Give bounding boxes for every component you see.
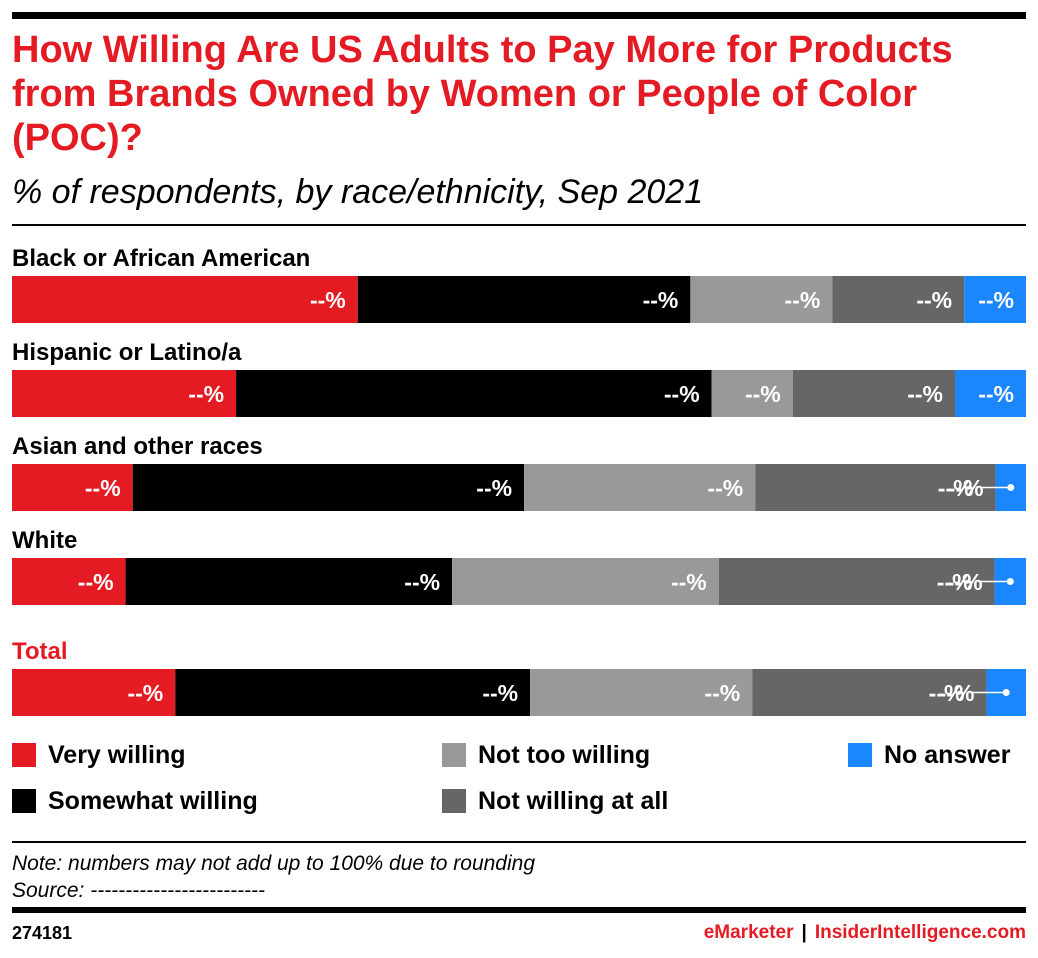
value-label-total-somewhat-willing: --% — [482, 680, 518, 706]
leader-dot-white — [1006, 578, 1014, 585]
legend-item-not-too-willing: Not too willing — [442, 738, 650, 772]
value-label-black-or-african-american-very-willing: --% — [310, 287, 346, 313]
value-label-total-very-willing: --% — [127, 680, 163, 706]
chart-subtitle: % of respondents, by race/ethnicity, Sep… — [12, 173, 704, 211]
bar-total-not-too-willing — [530, 669, 753, 716]
value-label-hispanic-or-latino-a-very-willing: --% — [188, 381, 224, 407]
bar-total-very-willing — [12, 669, 176, 716]
bar-hispanic-or-latino-a-somewhat-willing — [236, 370, 712, 417]
row-label-white: White — [12, 527, 77, 554]
row-label-asian-and-other-races: Asian and other races — [12, 433, 263, 460]
source-text: Source: ------------------------- — [12, 879, 266, 902]
brand-separator: | — [801, 922, 807, 943]
legend-swatch-no-answer — [848, 743, 872, 767]
bar-asian-and-other-races-not-willing-at-all — [755, 464, 996, 511]
row-label-black-or-african-american: Black or African American — [12, 245, 310, 272]
legend: Very willing Somewhat willing Not too wi… — [0, 738, 1038, 828]
value-label-total-not-too-willing: --% — [704, 680, 740, 706]
brand-emarketer: eMarketer — [703, 922, 794, 943]
bar-asian-and-other-races-very-willing — [12, 464, 133, 511]
top-rule — [12, 12, 1026, 19]
legend-item-somewhat-willing: Somewhat willing — [12, 784, 258, 818]
bar-hispanic-or-latino-a-not-too-willing — [711, 370, 793, 417]
bottom-rule — [12, 907, 1026, 913]
legend-item-no-answer: No answer — [848, 738, 1010, 772]
value-label-hispanic-or-latino-a-no-answer: --% — [978, 381, 1014, 407]
value-label-white-somewhat-willing: --% — [404, 569, 440, 595]
legend-label-not-willing-at-all: Not willing at all — [478, 786, 669, 815]
footnote: Note: numbers may not add up to 100% due… — [12, 850, 535, 904]
legend-item-not-willing-at-all: Not willing at all — [442, 784, 668, 818]
title-divider — [12, 224, 1026, 226]
bar-black-or-african-american-somewhat-willing — [357, 276, 691, 323]
legend-swatch-not-willing-at-all — [442, 789, 466, 813]
value-label-asian-and-other-races-no-answer: --% — [938, 475, 974, 501]
legend-label-very-willing: Very willing — [48, 740, 186, 769]
value-label-total-no-answer: --% — [929, 680, 965, 706]
bar-white-not-too-willing — [452, 558, 719, 605]
note-text: Note: numbers may not add up to 100% due… — [12, 852, 536, 875]
bar-white-very-willing — [12, 558, 126, 605]
bar-hispanic-or-latino-a-not-willing-at-all — [792, 370, 956, 417]
bar-hispanic-or-latino-a-no-answer — [955, 370, 1026, 417]
legend-label-not-too-willing: Not too willing — [478, 740, 651, 769]
row-label-hispanic-or-latino-a: Hispanic or Latino/a — [12, 339, 242, 366]
bar-black-or-african-american-no-answer — [964, 276, 1026, 323]
value-label-black-or-african-american-no-answer: --% — [978, 287, 1014, 313]
value-label-hispanic-or-latino-a-not-too-willing: --% — [745, 381, 781, 407]
value-label-asian-and-other-races-not-willing-at-all: --% — [948, 475, 984, 501]
value-label-black-or-african-american-not-willing-at-all: --% — [916, 287, 952, 313]
legend-label-no-answer: No answer — [884, 740, 1011, 769]
bar-total-not-willing-at-all — [752, 669, 987, 716]
legend-swatch-somewhat-willing — [12, 789, 36, 813]
footer-divider — [12, 841, 1026, 843]
value-label-hispanic-or-latino-a-not-willing-at-all: --% — [907, 381, 943, 407]
value-label-hispanic-or-latino-a-somewhat-willing: --% — [664, 381, 700, 407]
leader-dot-asian-and-other-races — [1007, 484, 1015, 491]
value-label-white-not-willing-at-all: --% — [947, 569, 983, 595]
value-label-black-or-african-american-not-too-willing: --% — [785, 287, 821, 313]
row-label-total: Total — [12, 638, 68, 665]
value-label-total-not-willing-at-all: --% — [939, 680, 975, 706]
bar-black-or-african-american-not-willing-at-all — [832, 276, 965, 323]
bar-asian-and-other-races-somewhat-willing — [132, 464, 525, 511]
value-label-white-not-too-willing: --% — [671, 569, 707, 595]
bar-white-not-willing-at-all — [718, 558, 995, 605]
stacked-bar-chart: Black or African American--% --% --% --% --%… — [12, 245, 1026, 716]
value-label-asian-and-other-races-somewhat-willing: --% — [476, 475, 512, 501]
bar-black-or-african-american-very-willing — [12, 276, 358, 323]
footer-brand: eMarketer | InsiderIntelligence.com — [704, 922, 1026, 944]
brand-insiderintelligence-link[interactable]: InsiderIntelligence.com — [814, 922, 1026, 943]
chart-id: 274181 — [12, 923, 73, 943]
value-label-black-or-african-american-somewhat-willing: --% — [643, 287, 679, 313]
value-label-asian-and-other-races-not-too-willing: --% — [707, 475, 743, 501]
bar-asian-and-other-races-not-too-willing — [524, 464, 756, 511]
legend-item-very-willing: Very willing — [12, 738, 186, 772]
value-label-asian-and-other-races-very-willing: --% — [85, 475, 121, 501]
legend-swatch-not-too-willing — [442, 743, 466, 767]
bar-black-or-african-american-not-too-willing — [690, 276, 833, 323]
bar-hispanic-or-latino-a-very-willing — [12, 370, 237, 417]
bar-white-somewhat-willing — [125, 558, 453, 605]
legend-swatch-very-willing — [12, 743, 36, 767]
value-label-white-very-willing: --% — [78, 569, 114, 595]
leader-dot-total — [1002, 689, 1010, 696]
chart-title: How Willing Are US Adults to Pay More fo… — [12, 29, 953, 159]
legend-label-somewhat-willing: Somewhat willing — [48, 786, 258, 815]
bar-total-somewhat-willing — [175, 669, 531, 716]
value-label-white-no-answer: --% — [937, 569, 973, 595]
